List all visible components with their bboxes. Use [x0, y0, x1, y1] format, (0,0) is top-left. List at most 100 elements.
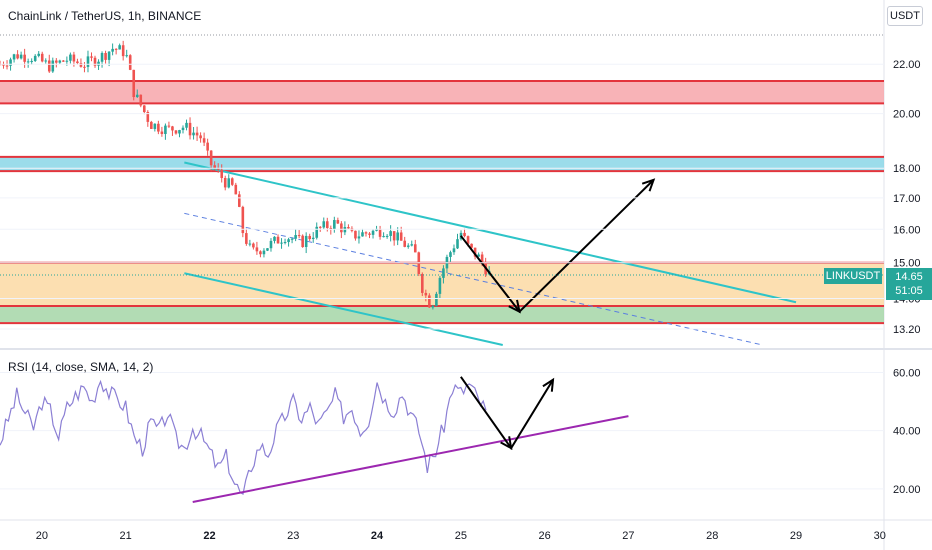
candle-body [55, 60, 58, 63]
candle-body [315, 226, 319, 238]
candle-body [473, 247, 477, 257]
candle-body [83, 66, 86, 68]
candle-body [223, 177, 227, 188]
candle-body [470, 243, 473, 248]
candle-body [47, 60, 51, 72]
candle-body [167, 125, 171, 127]
candle-body [304, 235, 308, 248]
zone-blue [0, 156, 884, 172]
candle-body [37, 53, 41, 56]
candle-body [100, 52, 104, 62]
candle-body [357, 236, 361, 239]
candle-body [16, 54, 19, 59]
rsi-title[interactable]: RSI (14, close, SMA, 14, 2) [8, 360, 154, 374]
candle-body [111, 48, 114, 52]
channel-upper [184, 161, 797, 304]
candle-body [139, 94, 143, 106]
candle-body [248, 243, 252, 245]
price-tick-label: 16.00 [893, 224, 921, 236]
price-tick-label: 15.00 [893, 258, 921, 270]
candle-body [19, 54, 23, 59]
candle-body [241, 206, 245, 234]
candle-body [438, 277, 442, 294]
candle-body [308, 235, 311, 239]
symbol-tag: LINKUSDT [824, 268, 882, 284]
candle-body [410, 244, 414, 246]
candle-body [301, 235, 304, 248]
candle-body [9, 59, 12, 66]
candle-body [185, 122, 188, 128]
time-tick-label: 25 [455, 530, 467, 542]
last-price: 14.65 [895, 271, 923, 283]
candle-body [146, 111, 150, 122]
candle-body [40, 53, 44, 62]
candle-body [26, 61, 30, 63]
rsi-pane-background [0, 351, 884, 519]
candle-body [2, 64, 5, 66]
candle-body [238, 194, 241, 207]
price-tick-label: 18.00 [893, 163, 921, 175]
candle-body [125, 55, 128, 57]
time-tick-label: 23 [287, 530, 299, 542]
candle-body [273, 236, 276, 241]
candle-body [259, 251, 262, 255]
candle-body [252, 243, 255, 248]
candle-body [128, 55, 132, 70]
candle-body [262, 250, 266, 255]
channel-lines [184, 161, 797, 346]
currency-badge[interactable]: USDT [887, 6, 923, 26]
time-tick-label: 27 [622, 530, 634, 542]
price-zones [0, 79, 884, 325]
candle-body [368, 233, 371, 235]
candle-body [171, 126, 174, 131]
candle-body [403, 240, 407, 247]
rsi-arrow-head [542, 377, 555, 392]
candle-body [424, 292, 428, 296]
candle-body [132, 69, 136, 98]
time-tick-label: 28 [706, 530, 718, 542]
candle-body [428, 295, 431, 308]
price-tag: 14.65 51:05 [886, 268, 932, 300]
candle-body [153, 123, 157, 129]
candle-body [174, 130, 178, 134]
candle-body [347, 227, 350, 229]
price-arrow-mid-head [508, 299, 521, 314]
candle-body [463, 232, 466, 237]
time-tick-label: 30 [874, 530, 886, 542]
candle-body [213, 165, 216, 169]
candle-body [276, 236, 280, 244]
rsi-annotations [192, 376, 629, 503]
candle-body [399, 232, 403, 241]
candle-body [280, 242, 283, 244]
time-tick-label: 24 [371, 530, 384, 542]
candle-body [5, 65, 9, 67]
candle-body [255, 247, 259, 252]
candle-body [142, 105, 146, 112]
candle-body [340, 223, 343, 233]
candle-body [58, 60, 62, 63]
candle-body [245, 233, 248, 244]
candle-body [375, 228, 378, 231]
candle-body [269, 240, 273, 249]
candle-body [178, 130, 181, 134]
candle-body [160, 131, 164, 134]
candle-body [220, 169, 224, 178]
candle-body [93, 57, 97, 66]
candle-body [206, 142, 209, 151]
price-arrow-head [641, 178, 656, 192]
candle-body [294, 235, 297, 239]
time-axis[interactable]: 20 21 22 23 24 25 26 27 28 29 30 [36, 530, 886, 542]
candle-body [192, 132, 195, 136]
candle-body [290, 238, 294, 240]
candle-body [79, 63, 83, 67]
candle-body [287, 239, 290, 243]
candle-body [72, 54, 76, 62]
candle-body [333, 220, 336, 230]
candle-body [181, 127, 185, 131]
candle-body [51, 60, 55, 72]
candle-body [135, 94, 139, 98]
candle-body [121, 45, 125, 57]
price-tick-label: 20.00 [893, 109, 921, 121]
candle-body [62, 60, 65, 62]
